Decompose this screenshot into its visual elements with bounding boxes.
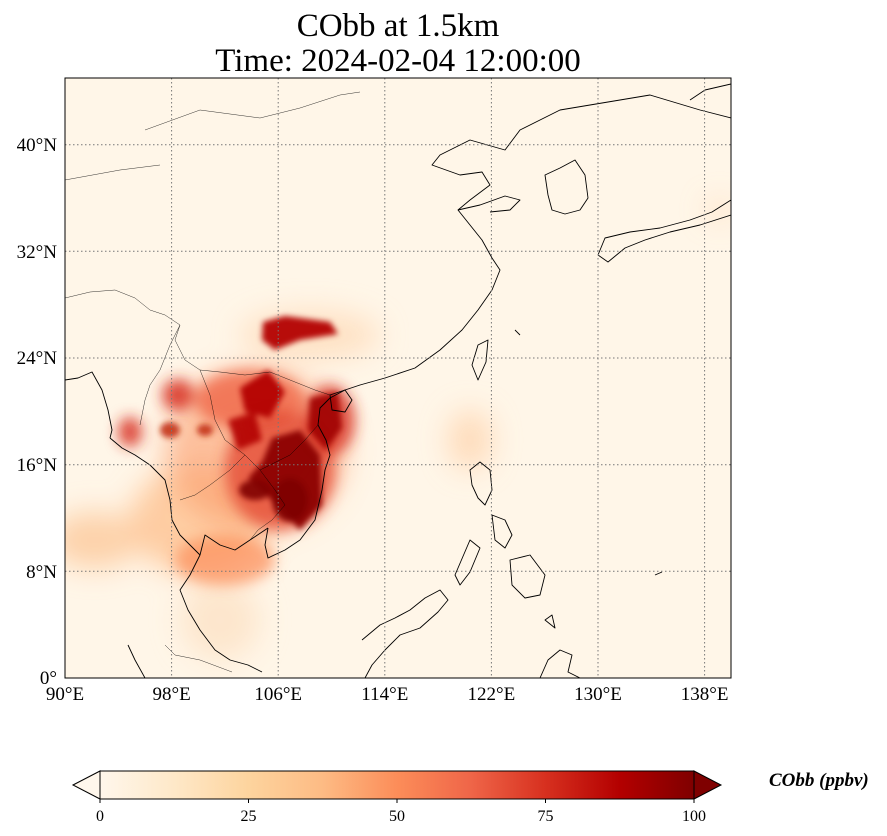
lat-tick-label: 0° xyxy=(40,668,57,689)
colorbar-tick-label: 0 xyxy=(96,808,104,825)
lon-tick-labels: 90°E 98°E 106°E 114°E 122°E 130°E 138°E xyxy=(46,684,729,705)
lat-tick-label: 40°N xyxy=(17,135,58,156)
lat-tick-label: 16°N xyxy=(17,455,58,476)
cobb-concentration-field xyxy=(65,202,731,660)
lat-tick-label: 32°N xyxy=(17,242,58,263)
colorbar-tick-label: 50 xyxy=(389,808,405,825)
lon-tick-label: 114°E xyxy=(361,684,408,705)
colorbar-gradient xyxy=(100,771,694,799)
lon-tick-label: 106°E xyxy=(254,684,302,705)
map-title: CObb at 1.5km xyxy=(296,8,500,44)
map-subtitle-time: Time: 2024-02-04 12:00:00 xyxy=(215,43,581,79)
colorbar-extend-max xyxy=(693,770,723,800)
colorbar-tick-label: 25 xyxy=(241,808,257,825)
lon-tick-label: 130°E xyxy=(574,684,622,705)
lon-tick-label: 90°E xyxy=(46,684,84,705)
colorbar-tick-label: 100 xyxy=(682,808,706,825)
colorbar: 0 25 50 75 100 xyxy=(71,770,723,825)
colorbar-extend-min xyxy=(71,770,101,800)
lon-tick-label: 98°E xyxy=(152,684,190,705)
lat-tick-labels: 0° 8°N 16°N 24°N 32°N 40°N xyxy=(17,135,58,689)
colorbar-label: CObb (ppbv) xyxy=(769,770,869,791)
lat-tick-label: 8°N xyxy=(26,562,57,583)
lon-tick-label: 122°E xyxy=(468,684,516,705)
map-background xyxy=(65,78,731,678)
gridlines xyxy=(65,78,731,678)
lat-tick-label: 24°N xyxy=(17,348,58,369)
map-panel xyxy=(65,78,731,678)
country-borders xyxy=(65,91,361,673)
lon-tick-label: 138°E xyxy=(681,684,729,705)
map-frame xyxy=(64,77,732,679)
colorbar-tick-label: 75 xyxy=(538,808,554,825)
